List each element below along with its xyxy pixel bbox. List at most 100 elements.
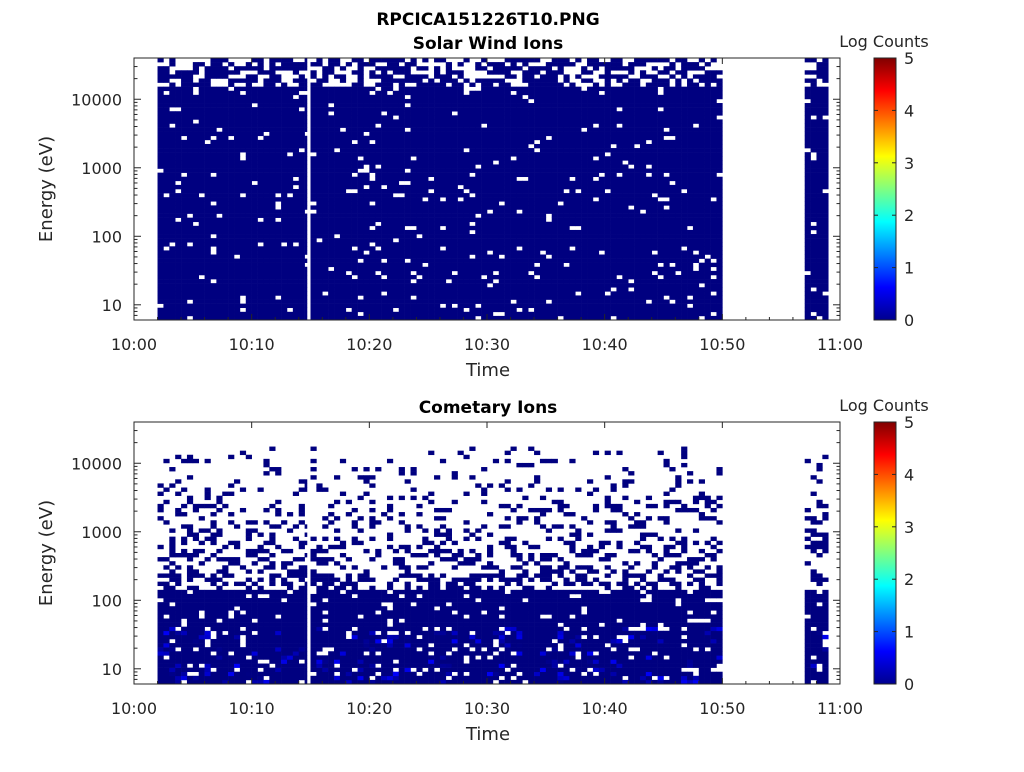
spectrogram-cell [322, 299, 329, 304]
spectrogram-cell [351, 238, 358, 243]
spectrogram-cell [186, 82, 194, 87]
spectrogram-cell [639, 229, 647, 235]
spectrogram-cell [369, 98, 376, 104]
spectrogram-cell [292, 119, 300, 124]
spectrogram-cell [434, 123, 441, 128]
spectrogram-cell [304, 242, 308, 247]
spectrogram-cell [286, 98, 294, 104]
spectrogram-cell [222, 242, 229, 247]
spectrogram-cell [286, 213, 294, 218]
spectrogram-cell [381, 311, 388, 317]
spectrogram-cell [334, 303, 341, 309]
spectrogram-cell [575, 307, 582, 313]
spectrogram-cell [575, 58, 582, 63]
spectrogram-cell [351, 135, 358, 141]
spectrogram-cell [598, 234, 605, 239]
spectrogram-cell [363, 262, 370, 268]
spectrogram-cell [551, 172, 558, 178]
spectrogram-cell [316, 139, 323, 145]
spectrogram-cell [269, 291, 276, 296]
spectrogram-cell [592, 205, 600, 210]
spectrogram-cell [175, 90, 182, 96]
spectrogram-cell [210, 123, 217, 128]
spectrogram-cell [475, 189, 482, 194]
spectrogram-cell [269, 234, 276, 239]
spectrogram-cell [228, 254, 235, 259]
spectrogram-cell [157, 258, 164, 263]
spectrogram-cell [451, 291, 458, 296]
spectrogram-cell [304, 258, 308, 263]
spectrogram-cell [204, 315, 211, 321]
spectrogram-cell [616, 221, 623, 227]
spectrogram-cell [563, 115, 570, 120]
spectrogram-cell [575, 180, 582, 186]
spectrogram-cell [292, 127, 300, 132]
spectrogram-cell [528, 86, 535, 92]
spectrogram-cell [528, 274, 535, 280]
spectrogram-cell [198, 152, 205, 157]
spectrogram-cell [522, 291, 529, 296]
spectrogram-cell [475, 160, 482, 165]
spectrogram-cell [375, 176, 382, 182]
spectrogram-cell [157, 307, 164, 313]
spectrogram-cell [292, 225, 300, 231]
spectrogram-cell [369, 164, 376, 169]
spectrogram-cell [539, 262, 547, 268]
spectrogram-cell [298, 184, 305, 190]
spectrogram-cell [634, 131, 641, 137]
spectrogram-cell [598, 193, 605, 198]
spectrogram-cell [310, 299, 317, 304]
spectrogram-cell [239, 197, 247, 202]
spectrogram-cell [410, 258, 417, 263]
spectrogram-cell [216, 189, 223, 194]
spectrogram-cell [434, 66, 441, 71]
spectrogram-cell [575, 270, 582, 276]
spectrogram-cell [434, 86, 441, 92]
spectrogram-cell [451, 143, 458, 149]
spectrogram-cell [163, 201, 170, 206]
spectrogram-cell [592, 311, 600, 317]
spectrogram-cell [345, 283, 352, 288]
spectrogram-cell [316, 283, 323, 288]
spectrogram-cell [504, 168, 511, 173]
spectrogram-cell [422, 103, 429, 108]
spectrogram-cell [498, 98, 505, 104]
spectrogram-cell [269, 70, 276, 75]
spectrogram-cell [510, 74, 517, 79]
spectrogram-cell [398, 70, 405, 75]
spectrogram-cell [445, 94, 452, 100]
spectrogram-cell [316, 209, 323, 214]
spectrogram-cell [386, 168, 394, 173]
spectrogram-cell [263, 119, 270, 124]
spectrogram-cell [328, 250, 335, 255]
spectrogram-cell [416, 242, 423, 247]
spectrogram-cell [639, 135, 647, 141]
spectrogram-cell [392, 221, 400, 227]
spectrogram-cell [345, 180, 352, 186]
spectrogram-cell [616, 119, 623, 124]
spectrogram-cell [398, 90, 405, 96]
spectrogram-cell [175, 315, 182, 321]
spectrogram-cell [510, 184, 517, 190]
spectrogram-cell [398, 242, 405, 247]
spectrogram-cell [522, 283, 529, 288]
spectrogram-cell [575, 143, 582, 149]
spectrogram-cell [634, 152, 641, 157]
spectrogram-cell [445, 62, 452, 67]
spectrogram-cell [504, 250, 511, 255]
spectrogram-cell [304, 197, 308, 202]
spectrogram-cell [398, 283, 405, 288]
spectrogram-cell [328, 205, 335, 210]
spectrogram-cell [569, 295, 576, 300]
spectrogram-cell [198, 78, 205, 83]
spectrogram-cell [328, 283, 335, 288]
spectrogram-cell [175, 127, 182, 132]
spectrogram-cell [622, 295, 629, 300]
spectrogram-cell [381, 287, 388, 292]
spectrogram-cell [316, 123, 323, 128]
spectrogram-cell [610, 274, 617, 280]
spectrogram-cell [545, 172, 553, 178]
spectrogram-cell [392, 94, 400, 100]
spectrogram-cell [475, 127, 482, 132]
spectrogram-cell [651, 295, 658, 300]
